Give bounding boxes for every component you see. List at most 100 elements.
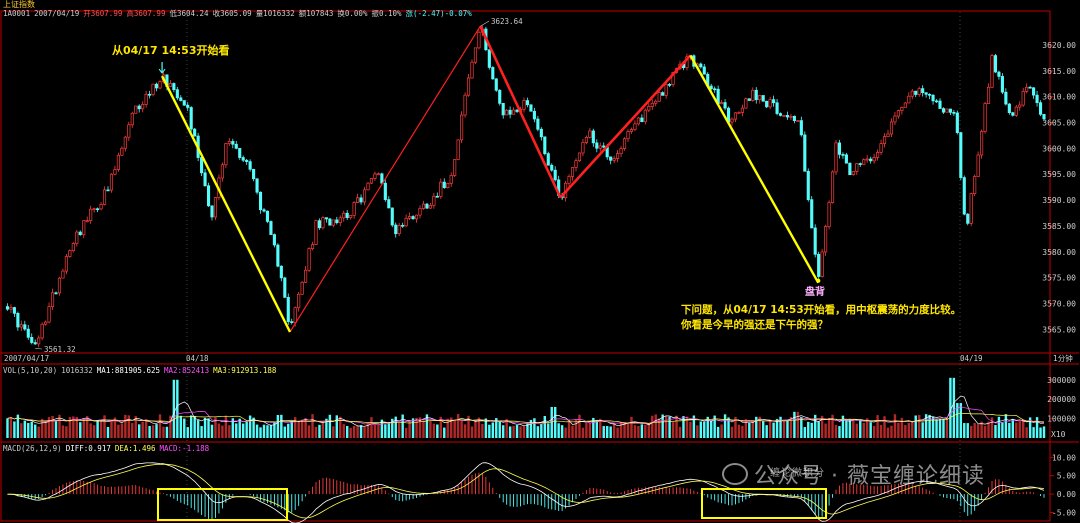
candle-down: [33, 342, 37, 345]
candle-down: [1007, 103, 1011, 114]
candle-down: [1042, 114, 1046, 120]
volume-bar-down: [266, 425, 269, 438]
volume-bar-down: [391, 418, 394, 438]
candle-up: [879, 143, 883, 153]
volume-bar-down: [273, 422, 276, 438]
macd-tick-label: 0.00: [1057, 490, 1076, 499]
volume-bar-up: [976, 424, 980, 438]
candle-up: [362, 189, 367, 203]
volume-bar-up: [460, 420, 463, 438]
vol-name: VOL(5,10,20): [3, 366, 58, 375]
volume-bar-down: [33, 424, 37, 438]
candle-up: [68, 250, 72, 257]
volume-bar-up: [651, 415, 654, 438]
candle-down: [425, 203, 429, 209]
volume-bar-down: [765, 425, 768, 438]
volume-bar-down: [713, 415, 716, 438]
volume-bar-up: [983, 425, 987, 438]
candle-up: [352, 202, 356, 216]
candle-down: [172, 83, 176, 91]
candle-up: [910, 90, 914, 97]
volume-bar-down: [189, 415, 193, 438]
volume-bar-down: [869, 422, 872, 438]
volume-bar-up: [65, 426, 68, 438]
candle-down: [401, 224, 405, 227]
volume-bar-up: [678, 426, 682, 438]
volume-bar-down: [176, 379, 179, 438]
vol-ma3: MA3:912913.188: [213, 366, 277, 375]
volume-bar-up: [44, 421, 47, 438]
quote-volume: 量1016332: [255, 9, 295, 18]
candle-up: [220, 164, 224, 179]
volume-bar-up: [297, 420, 300, 438]
volume-bar-down: [952, 377, 956, 438]
candle-up: [61, 270, 65, 279]
candle-down: [1032, 87, 1036, 96]
candle-up: [907, 95, 911, 104]
candle-down: [238, 147, 242, 158]
volume-bar-down: [401, 414, 404, 438]
macd-tick-label: 5.00: [1057, 472, 1076, 481]
vol-tick-label: 100000: [1047, 415, 1076, 424]
candle-down: [276, 244, 280, 267]
volume-bar-up: [578, 414, 581, 438]
volume-bar-down: [810, 422, 813, 438]
volume-bar-up: [685, 416, 689, 438]
volume-header: VOL(5,10,20) 1016332 MA1:881905.625 MA2:852…: [3, 366, 280, 375]
volume-bar-down: [203, 417, 207, 438]
start-arrowhead-icon: [158, 68, 166, 74]
volume-bar-down: [592, 417, 595, 438]
candle-down: [269, 221, 273, 235]
candle-up: [650, 102, 654, 107]
candle-down: [928, 93, 932, 96]
volume-bar-down: [54, 421, 58, 438]
candle-down: [713, 88, 717, 91]
volume-bar-down: [928, 414, 931, 438]
volume-bar-down: [1035, 417, 1039, 438]
quote-change: 涨(-2.47)-0.07%: [405, 9, 472, 18]
volume-bar-up: [304, 418, 307, 438]
candle-up: [882, 136, 887, 144]
watermark: 公众号 · 薇宝缠论细读 缠论微积分: [722, 458, 985, 490]
volume-bar-up: [619, 422, 623, 438]
macd-name: MACD(26,12,9): [3, 444, 62, 453]
candle-down: [699, 63, 703, 68]
vol-ma1: MA1:881905.625: [96, 366, 161, 375]
volume-bar-up: [796, 411, 800, 438]
volume-bar-up: [72, 416, 75, 438]
volume-bar-down: [699, 421, 703, 438]
quote-close: 收3605.09: [212, 9, 252, 18]
candle-down: [595, 142, 599, 149]
volume-bar-down: [775, 419, 779, 438]
vol-ma2: MA2:852413: [164, 366, 210, 375]
candle-down: [668, 84, 672, 86]
candle-up: [109, 173, 114, 191]
volume-bar-down: [956, 403, 959, 438]
volume-bar-up: [408, 421, 411, 438]
candle-down: [283, 277, 287, 298]
volume-bar-down: [668, 416, 671, 438]
candle-up: [671, 72, 675, 85]
volume-bar-down: [196, 420, 200, 438]
candle-down: [54, 292, 58, 295]
volume-bar-up: [904, 425, 907, 438]
candle-down: [754, 89, 758, 101]
candle-up: [85, 220, 89, 222]
candle-down: [383, 182, 387, 200]
quote-turnover: 换0.00%: [337, 9, 368, 18]
candle-up: [903, 102, 907, 108]
candle-down: [26, 328, 30, 338]
volume-bar-up: [307, 425, 311, 438]
candle-up: [744, 98, 748, 109]
volume-bar-up: [883, 416, 886, 438]
volume-bar-up: [415, 417, 418, 438]
volume-bar-up: [633, 425, 637, 438]
candle-down: [200, 157, 204, 174]
candle-up: [44, 321, 48, 325]
candle-up: [466, 77, 471, 96]
volume-bar-down: [921, 422, 924, 438]
price-tick-label: 3565.00: [1042, 325, 1076, 334]
candle-up: [75, 231, 79, 244]
red-stroke-line: [559, 54, 692, 199]
candle-up: [896, 110, 900, 117]
